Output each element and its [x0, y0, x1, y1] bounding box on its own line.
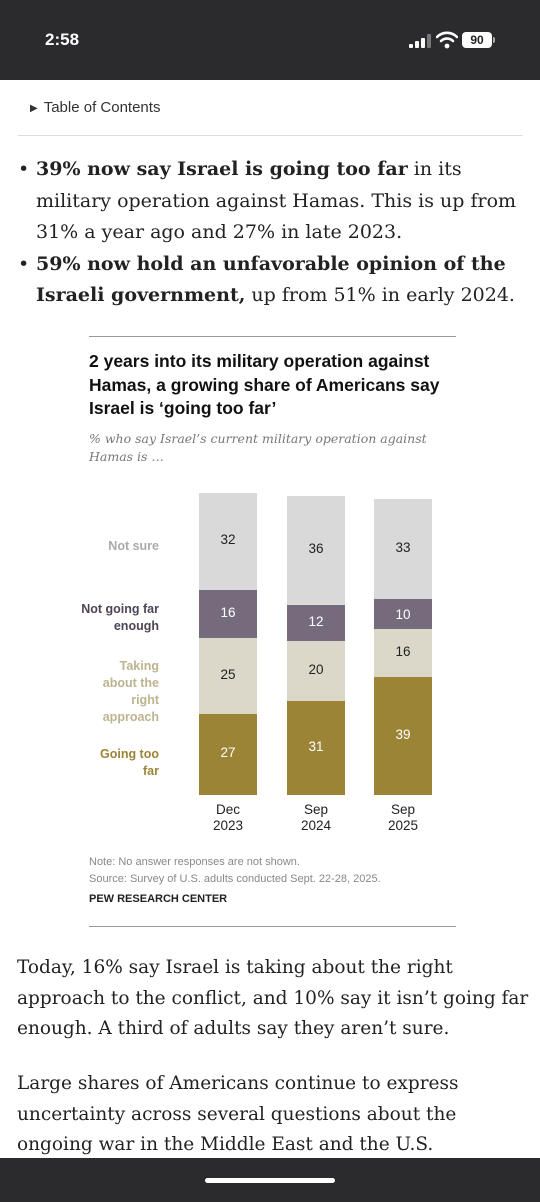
table-of-contents-toggle[interactable]: ▶ Table of Contents: [30, 99, 160, 116]
disclosure-triangle-icon: ▶: [30, 103, 38, 114]
data-label: 27: [220, 745, 236, 760]
bar-segment-right-approach: 25: [199, 638, 257, 714]
divider: [18, 135, 523, 136]
finding-bold: 59% now hold an unfavorable opinion of t…: [36, 252, 506, 307]
article-paragraph: Large shares of Americans continue to ex…: [17, 1073, 459, 1186]
category-label: Dec 2023: [193, 802, 263, 834]
bar-segment-not-far-enough: 10: [374, 599, 432, 629]
pew-brand: PEW RESEARCH CENTER: [89, 893, 228, 905]
battery-icon: 90: [462, 32, 492, 48]
bar-segment-going-too-far: 27: [199, 713, 257, 795]
chart-subtitle: % who say Israel’s current military oper…: [89, 431, 427, 464]
legend-right-approach: Taking about the right approach: [102, 659, 159, 724]
data-label: 36: [308, 541, 324, 556]
data-label: 25: [220, 667, 236, 682]
data-label: 39: [395, 727, 411, 742]
finding-text: in its military operation against Hamas.…: [36, 158, 517, 243]
data-label: 10: [395, 607, 411, 622]
chart-top-rule: [89, 336, 456, 337]
finding-bold: 39% now say Israel is going too far: [36, 158, 408, 180]
bar-segment-going-too-far: 39: [374, 677, 432, 795]
data-label: 12: [308, 614, 324, 629]
data-label: 31: [308, 739, 324, 754]
finding-text: up from 51% in early 2024.: [245, 284, 515, 306]
chart-title: 2 years into its military operation agai…: [89, 351, 440, 418]
bar-segment-going-too-far: 31: [287, 701, 345, 795]
key-findings-list: • 39% now say Israel is going too far in…: [18, 154, 528, 312]
data-label: 33: [395, 540, 411, 555]
home-indicator[interactable]: [205, 1178, 335, 1183]
status-bar: 2:58 90: [0, 0, 540, 80]
clock: 2:58: [45, 30, 80, 49]
cellular-signal-icon: [409, 34, 431, 48]
legend-not-sure: Not sure: [108, 539, 159, 553]
bullet-icon: •: [18, 158, 30, 180]
category-label-line: Sep: [390, 802, 416, 817]
chart-note: Note: No answer responses are not shown.…: [89, 854, 381, 888]
data-label: 32: [220, 532, 236, 547]
category-label-line: 2024: [300, 818, 332, 833]
bar-segment-not-sure: 33: [374, 499, 432, 599]
data-label: 16: [220, 605, 236, 620]
bullet-icon: •: [18, 252, 30, 275]
data-label: 20: [308, 662, 324, 677]
bar-segment-not-sure: 36: [287, 496, 345, 605]
list-item: • 39% now say Israel is going too far in…: [18, 154, 528, 249]
article-paragraph: Today, 16% say Israel is taking about th…: [17, 957, 529, 1039]
source-text: Source: Survey of U.S. adults conducted …: [89, 873, 381, 885]
category-label-line: 2025: [387, 818, 419, 833]
bar-segment-right-approach: 16: [374, 629, 432, 677]
battery-tip: [493, 37, 495, 43]
chart-bottom-rule: [89, 926, 456, 927]
toc-label: Table of Contents: [43, 99, 161, 116]
bar-segment-not-far-enough: 12: [287, 605, 345, 641]
wifi-icon: [436, 31, 458, 49]
category-label-line: 2023: [212, 818, 244, 833]
bar-segment-not-sure: 32: [199, 493, 257, 590]
category-label-line: Dec: [215, 802, 240, 817]
legend-not-far-enough: Not going far enough: [81, 602, 159, 633]
data-label: 16: [395, 644, 411, 659]
bar-segment-right-approach: 20: [287, 641, 345, 701]
legend-too-far: Going too far: [99, 747, 159, 778]
list-item: • 59% now hold an unfavorable opinion of…: [18, 249, 528, 312]
note-text: Note: No answer responses are not shown.: [89, 856, 300, 868]
bar-segment-not-far-enough: 16: [199, 590, 257, 638]
category-label: Sep 2025: [368, 802, 438, 834]
category-label: Sep 2024: [281, 802, 351, 834]
category-label-line: Sep: [303, 802, 329, 817]
